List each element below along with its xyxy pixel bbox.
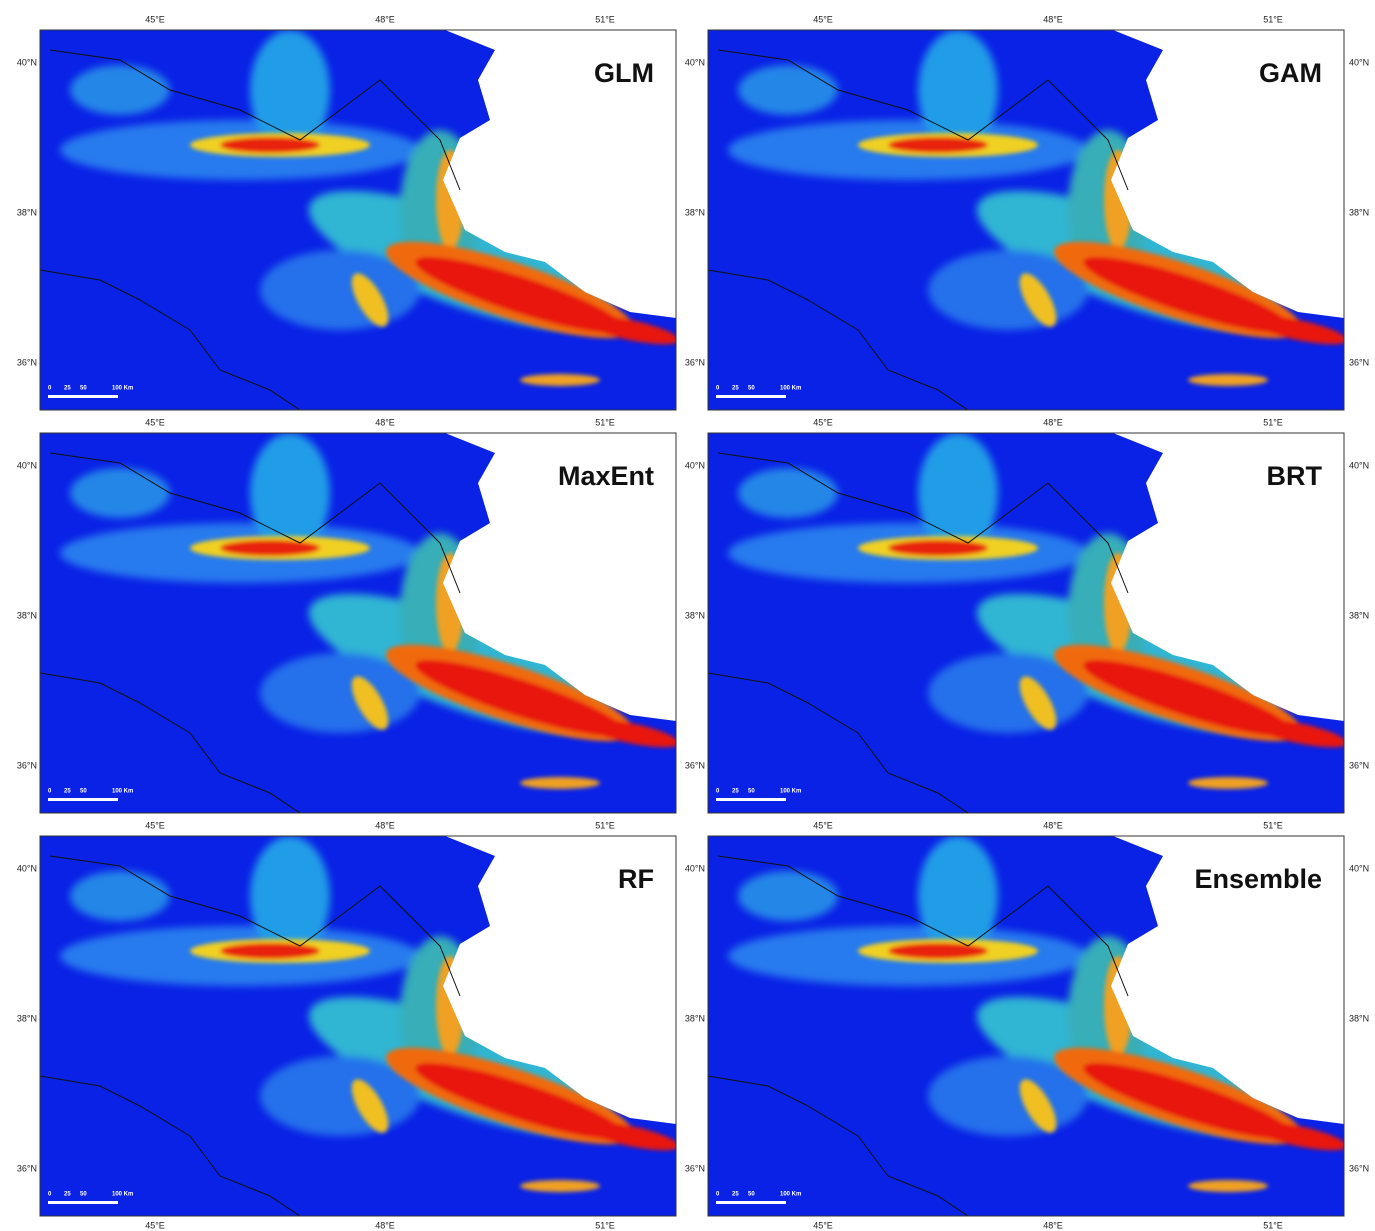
lon-label: 48°E: [375, 417, 395, 427]
panel-title: MaxEnt: [558, 461, 654, 491]
lon-label: 48°E: [1043, 14, 1063, 24]
map-raster: [708, 30, 1349, 410]
scale-label: 100 Km: [112, 789, 133, 795]
lat-label: 40°N: [685, 57, 705, 67]
lat-label: 38°N: [685, 1013, 705, 1023]
figure: GLM45°E48°E51°E40°N38°N36°N02550100 KmGA…: [0, 0, 1375, 1231]
lon-label: 51°E: [1263, 820, 1283, 830]
panel-title: Ensemble: [1194, 864, 1322, 894]
map-panel: Ensemble 45°E 45°E 48°E 48°E 51°E 51°E 40°N 40°N…: [685, 820, 1369, 1230]
lat-label: 40°N: [17, 57, 37, 67]
lon-label: 45°E: [145, 820, 165, 830]
lat-label: 38°N: [1349, 207, 1369, 217]
scale-label: 25: [732, 386, 739, 392]
map-raster: [40, 836, 681, 1216]
lat-label: 36°N: [1349, 357, 1369, 367]
lat-label: 38°N: [1349, 1013, 1369, 1023]
lat-label: 38°N: [17, 610, 37, 620]
lon-label: 51°E: [1263, 417, 1283, 427]
lat-label: 38°N: [17, 1013, 37, 1023]
scale-label: 25: [732, 1192, 739, 1198]
lat-label: 36°N: [17, 1163, 37, 1173]
lon-label: 48°E: [1043, 1220, 1063, 1230]
lat-label: 36°N: [17, 760, 37, 770]
scale-label: 25: [64, 789, 71, 795]
lat-label: 38°N: [1349, 610, 1369, 620]
lat-label: 38°N: [685, 610, 705, 620]
scale-label: 50: [80, 789, 87, 795]
lat-label: 36°N: [685, 357, 705, 367]
lon-label: 48°E: [375, 1220, 395, 1230]
map-raster: [708, 433, 1349, 813]
lon-label: 51°E: [1263, 14, 1283, 24]
scale-label: 50: [748, 1192, 755, 1198]
lat-label: 40°N: [1349, 57, 1369, 67]
lat-label: 36°N: [685, 1163, 705, 1173]
lon-label: 51°E: [595, 14, 615, 24]
lon-label: 45°E: [813, 820, 833, 830]
lat-label: 38°N: [685, 207, 705, 217]
lon-label: 48°E: [1043, 417, 1063, 427]
panel-title: GLM: [594, 58, 654, 88]
lat-label: 40°N: [1349, 863, 1369, 873]
scale-label: 100 Km: [780, 1192, 801, 1198]
lon-label: 51°E: [595, 820, 615, 830]
panel-title: RF: [618, 864, 654, 894]
scale-label: 100 Km: [780, 386, 801, 392]
lon-label: 51°E: [595, 417, 615, 427]
lon-label: 45°E: [145, 14, 165, 24]
lat-label: 40°N: [1349, 460, 1369, 470]
panel-title: GAM: [1259, 58, 1322, 88]
panel-title: BRT: [1267, 461, 1323, 491]
lon-label: 45°E: [813, 417, 833, 427]
scale-label: 100 Km: [112, 1192, 133, 1198]
lat-label: 40°N: [685, 863, 705, 873]
lon-label: 51°E: [595, 1220, 615, 1230]
lat-label: 40°N: [17, 863, 37, 873]
scale-label: 25: [64, 386, 71, 392]
lon-label: 48°E: [375, 14, 395, 24]
scale-label: 50: [748, 789, 755, 795]
lon-label: 45°E: [813, 1220, 833, 1230]
lon-label: 45°E: [145, 1220, 165, 1230]
lat-label: 40°N: [685, 460, 705, 470]
scale-label: 100 Km: [112, 386, 133, 392]
lat-label: 40°N: [17, 460, 37, 470]
lon-label: 48°E: [1043, 820, 1063, 830]
lat-label: 36°N: [1349, 760, 1369, 770]
lon-label: 45°E: [145, 417, 165, 427]
lon-label: 48°E: [375, 820, 395, 830]
scale-label: 50: [80, 386, 87, 392]
scale-label: 50: [748, 386, 755, 392]
scale-label: 50: [80, 1192, 87, 1198]
lat-label: 38°N: [17, 207, 37, 217]
lon-label: 45°E: [813, 14, 833, 24]
lat-label: 36°N: [17, 357, 37, 367]
lat-label: 36°N: [685, 760, 705, 770]
scale-label: 25: [64, 1192, 71, 1198]
lon-label: 51°E: [1263, 1220, 1283, 1230]
lat-label: 36°N: [1349, 1163, 1369, 1173]
map-raster: [40, 30, 681, 410]
scale-label: 25: [732, 789, 739, 795]
scale-label: 100 Km: [780, 789, 801, 795]
